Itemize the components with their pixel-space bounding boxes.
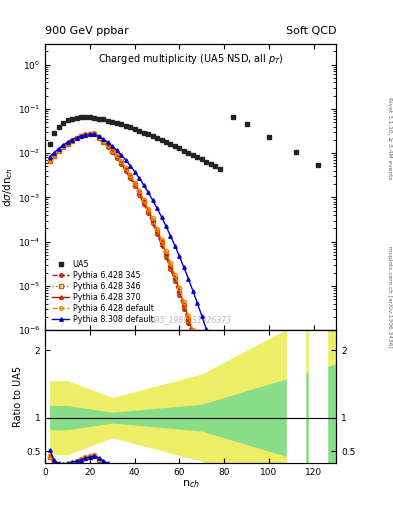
- Text: Soft QCD: Soft QCD: [286, 26, 336, 36]
- Legend: UA5, Pythia 6.428 345, Pythia 6.428 346, Pythia 6.428 370, Pythia 6.428 default,: UA5, Pythia 6.428 345, Pythia 6.428 346,…: [49, 258, 156, 326]
- X-axis label: n$_{ch}$: n$_{ch}$: [182, 479, 200, 490]
- Y-axis label: d$\sigma$/dn$_{ch}$: d$\sigma$/dn$_{ch}$: [1, 167, 15, 207]
- Text: Rivet 3.1.10, ≥ 3.4M events: Rivet 3.1.10, ≥ 3.4M events: [387, 97, 392, 180]
- Text: mcplots.cern.ch [arXiv:1306.3436]: mcplots.cern.ch [arXiv:1306.3436]: [387, 246, 392, 348]
- Text: Charged multiplicity (UA5 NSD, all $p_T$): Charged multiplicity (UA5 NSD, all $p_T$…: [97, 52, 284, 66]
- Text: 900 GeV ppbar: 900 GeV ppbar: [45, 26, 129, 36]
- Text: UA5_1989_S1926373: UA5_1989_S1926373: [150, 315, 231, 325]
- Y-axis label: Ratio to UA5: Ratio to UA5: [13, 366, 23, 428]
